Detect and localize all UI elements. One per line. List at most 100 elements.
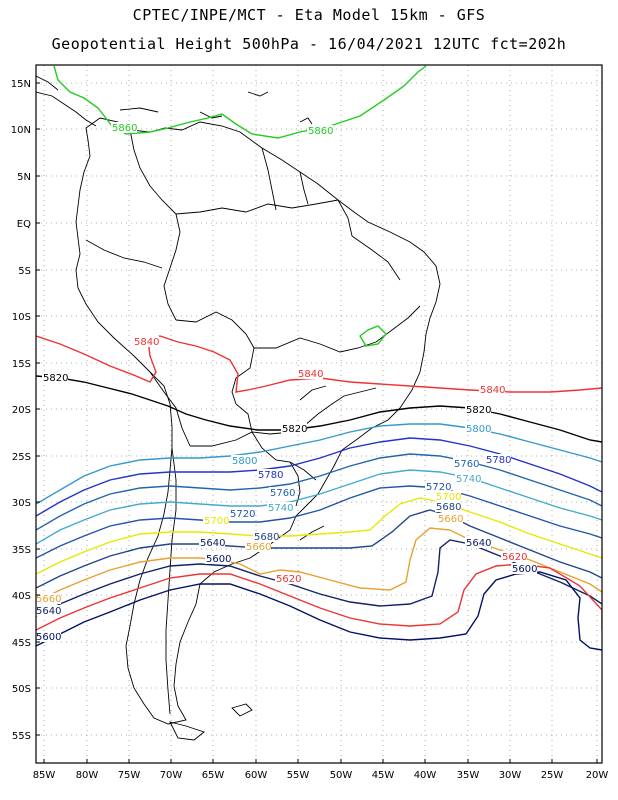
contour-5680: [36, 509, 602, 589]
lat-tick-label: 35S: [12, 545, 31, 556]
lon-tick-label: 85W: [33, 770, 56, 781]
contour-label: 5820: [466, 405, 491, 416]
map-title: CPTEC/INPE/MCT - Eta Model 15km - GFS: [132, 6, 486, 24]
contour-5720: [36, 485, 602, 559]
contour-label-bg: [133, 336, 159, 347]
contour-label: 5820: [282, 424, 307, 435]
lat-tick-label: 25S: [12, 452, 31, 463]
contour-5760: [36, 453, 602, 531]
contour-5820: [36, 375, 602, 443]
contour-label: 5600: [512, 564, 537, 575]
contour-5700: [36, 497, 602, 575]
lat-tick-label: 30S: [12, 498, 31, 509]
contour-label-bg: [501, 551, 527, 562]
contour-label-bg: [253, 531, 279, 542]
lon-tick-label: 50W: [330, 770, 353, 781]
contour-label-bg: [205, 553, 231, 564]
contour-label-bg: [111, 122, 137, 133]
contour-label-bg: [203, 515, 229, 526]
contour-label: 5700: [436, 492, 461, 503]
contour-label: 5620: [502, 552, 527, 563]
contour-label: 5660: [36, 594, 61, 605]
contour-label-bg: [267, 502, 293, 513]
contour-label-bg: [229, 508, 255, 519]
contour-label: 5800: [232, 456, 257, 467]
lat-tick-label: 5N: [17, 172, 31, 183]
contour-label-bg: [269, 487, 295, 498]
lon-tick-label: 35W: [457, 770, 480, 781]
contour-label: 5640: [36, 606, 61, 617]
lat-tick-label: 50S: [12, 684, 31, 695]
lat-tick-label: 5S: [18, 266, 31, 277]
graticule-grid: [36, 65, 602, 763]
lat-tick-label: 10S: [12, 312, 31, 323]
lon-tick-label: 70W: [160, 770, 183, 781]
lon-tick-label: 65W: [202, 770, 225, 781]
lon-tick-label: 60W: [245, 770, 268, 781]
contour-label-bg: [455, 473, 481, 484]
contour-label: 5800: [466, 424, 491, 435]
map-frame: [35, 64, 603, 764]
contour-label: 5600: [206, 554, 231, 565]
contour-5840: [36, 335, 602, 393]
contour-label: 5840: [480, 385, 505, 396]
contour-label-bg: [231, 455, 257, 466]
axis-ticks: 15N 10N 5N EQ 5S 10S 15S 20S 25S 30S 35S 40S 45S 50S 5…: [11, 79, 609, 781]
geopotential-contours: [36, 65, 602, 651]
contour-label: 5660: [246, 542, 271, 553]
contour-label-bg: [245, 541, 271, 552]
lon-tick-label: 20W: [586, 770, 609, 781]
contour-label-bg: [437, 513, 463, 524]
contour-label: 5860: [112, 123, 137, 134]
contour-label-bg: [465, 423, 491, 434]
contour-label-bg: [297, 368, 323, 379]
lon-tick-label: 75W: [118, 770, 141, 781]
lon-tick-label: 45W: [372, 770, 395, 781]
contour-label: 5720: [230, 509, 255, 520]
contour-label-bg: [435, 501, 461, 512]
contour-label: 5760: [454, 459, 479, 470]
contour-label-bg: [511, 563, 537, 574]
lat-tick-label: 55S: [12, 731, 31, 742]
contour-5860-north: [53, 65, 427, 139]
lat-tick-label: 45S: [12, 638, 31, 649]
contour-5600: [36, 571, 602, 651]
contour-label: 5640: [200, 538, 225, 549]
contour-label: 5600: [36, 632, 61, 643]
map-subtitle: Geopotential Height 500hPa - 16/04/2021 …: [51, 35, 567, 53]
lon-tick-label: 80W: [76, 770, 99, 781]
contour-label-bg: [35, 631, 61, 642]
contour-label-bg: [35, 593, 61, 604]
lat-tick-label: 20S: [12, 405, 31, 416]
contour-label: 5740: [268, 503, 293, 514]
contour-label: 5780: [258, 470, 283, 481]
contour-label-bg: [257, 469, 283, 480]
contour-label-bg: [485, 454, 511, 465]
contour-label-bg: [275, 573, 301, 584]
lon-tick-label: 40W: [414, 770, 437, 781]
lat-tick-label: EQ: [17, 219, 31, 230]
contour-5800: [36, 423, 602, 505]
contour-label: 5680: [436, 502, 461, 513]
contour-label-bg: [453, 458, 479, 469]
contour-5780: [36, 437, 602, 517]
contour-5860-blob: [359, 325, 387, 347]
contour-label: 5860: [308, 126, 333, 137]
contour-label-bg: [281, 423, 307, 434]
contour-label: 5840: [298, 369, 323, 380]
contour-label-bg: [35, 605, 61, 616]
lat-tick-label: 10N: [11, 125, 31, 136]
lon-tick-label: 25W: [541, 770, 564, 781]
lat-tick-label: 40S: [12, 591, 31, 602]
contour-label: 5820: [43, 373, 68, 384]
contour-label: 5720: [426, 482, 451, 493]
contour-label-bg: [465, 537, 491, 548]
lon-tick-label: 55W: [287, 770, 310, 781]
contour-5660: [36, 527, 602, 603]
contour-labels: 5860 5860 5840 5840 5840 5820 5820 5820 5800 5800…: [35, 122, 537, 643]
contour-label: 5660: [438, 514, 463, 525]
lon-tick-label: 30W: [499, 770, 522, 781]
lat-tick-label: 15N: [11, 79, 31, 90]
contour-5740: [36, 469, 602, 545]
